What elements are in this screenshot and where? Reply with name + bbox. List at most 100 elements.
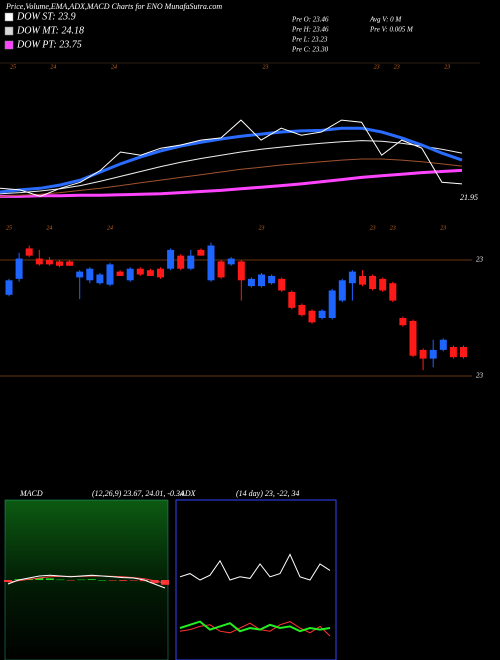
candle-body [268, 275, 276, 284]
macd-bar [129, 580, 138, 581]
ema-line [0, 158, 463, 197]
candle-body [227, 258, 235, 265]
date-label: 23 [259, 225, 265, 231]
candle-body [359, 275, 366, 285]
candle-body [45, 260, 53, 265]
macd-bar [87, 579, 96, 580]
macd-bar [66, 580, 75, 581]
candle-body [15, 258, 23, 279]
candle-body [298, 304, 306, 316]
date-label: 23 [440, 225, 446, 231]
date-label: 24 [50, 63, 56, 70]
candle-body [288, 291, 296, 308]
y-tick-label: 21.95 [460, 193, 478, 202]
date-label: 25 [6, 225, 12, 231]
legend-swatch [4, 26, 14, 36]
candle-body [66, 261, 74, 266]
macd-line [7, 575, 166, 584]
candle-body [258, 274, 265, 287]
legend-swatch [4, 12, 14, 22]
candle-body [106, 264, 114, 285]
candle-body [460, 347, 467, 358]
macd-bar [140, 580, 149, 582]
ema-line [0, 140, 463, 195]
candle-body [76, 271, 84, 278]
candle-body [187, 255, 195, 269]
candle-body [409, 320, 417, 356]
macd-bar [77, 579, 86, 581]
legend-swatch [4, 40, 14, 50]
legend-label: DOW MT: 24.18 [16, 25, 84, 36]
candle-body [5, 280, 13, 295]
candle-body [167, 249, 175, 269]
candle-body [429, 349, 437, 359]
candle-body [369, 275, 377, 289]
candle-body [278, 278, 286, 291]
macd-line [7, 574, 166, 589]
candle-body [56, 261, 63, 266]
candle-body [116, 271, 124, 276]
candle-body [146, 270, 154, 276]
date-label: 25 [10, 64, 16, 70]
candle-body [207, 245, 215, 281]
candle-body [439, 339, 447, 350]
candle-body [318, 310, 326, 318]
legend-label: DOW ST: 23.9 [16, 11, 76, 22]
candle-body [35, 258, 43, 265]
candle-body [126, 268, 134, 281]
candle-body [136, 268, 144, 275]
info-text: Pre H: 23.46 [291, 26, 329, 34]
adx-line [179, 620, 331, 633]
panel-title: MACD [19, 489, 43, 498]
page-title: Price,Volume,EMA,ADX,MACD Charts for ENO… [5, 2, 222, 11]
date-label: 23 [374, 64, 380, 70]
date-label: 23 [370, 225, 376, 231]
candle-body [217, 261, 225, 278]
panel-title: ADX [179, 489, 197, 498]
info-text: Pre C: 23.30 [291, 46, 329, 54]
macd-bar [108, 580, 117, 581]
candle-body [25, 248, 33, 256]
y-tick-label: 23 [476, 256, 484, 264]
date-label: 23 [390, 225, 396, 231]
candle-body [86, 268, 94, 281]
candle-body [197, 249, 205, 256]
macd-bar [4, 580, 12, 582]
date-label: 23 [394, 64, 400, 70]
ema-line [0, 126, 463, 194]
y-tick-label: 23 [476, 372, 484, 380]
info-text: Pre L: 23.23 [291, 36, 328, 44]
macd-bar [98, 580, 107, 581]
panel-subtitle: (14 day) 23, -22, 34 [236, 489, 300, 498]
info-text: Avg V: 0 M [369, 16, 402, 24]
ema-line [0, 119, 463, 197]
candle-body [237, 261, 245, 281]
candle-body [419, 349, 427, 359]
candle-body [348, 271, 356, 284]
date-label: 24 [107, 224, 113, 231]
candle-body [247, 278, 255, 287]
adx-line [179, 553, 331, 581]
date-label: 23 [444, 64, 450, 70]
info-text: Pre O: 23.46 [291, 16, 329, 24]
date-label: 24 [111, 63, 117, 70]
candle-body [449, 347, 457, 358]
candle-body [157, 268, 164, 278]
info-text: Pre V: 0.005 M [369, 26, 414, 34]
macd-bar [45, 578, 54, 580]
candle-body [177, 255, 185, 269]
candle-body [308, 310, 316, 323]
macd-bar [150, 580, 159, 584]
date-label: 24 [46, 224, 52, 231]
macd-bar [119, 580, 128, 581]
ema-line [0, 168, 463, 198]
candle-body [338, 280, 346, 301]
panel-subtitle: (12,26,9) 23.67, 24.01, -0.34 [92, 489, 184, 498]
candle-body [399, 318, 407, 326]
date-label: 23 [263, 64, 269, 70]
macd-bar [35, 578, 44, 580]
candle-body [389, 283, 397, 301]
macd-bar [56, 579, 65, 581]
